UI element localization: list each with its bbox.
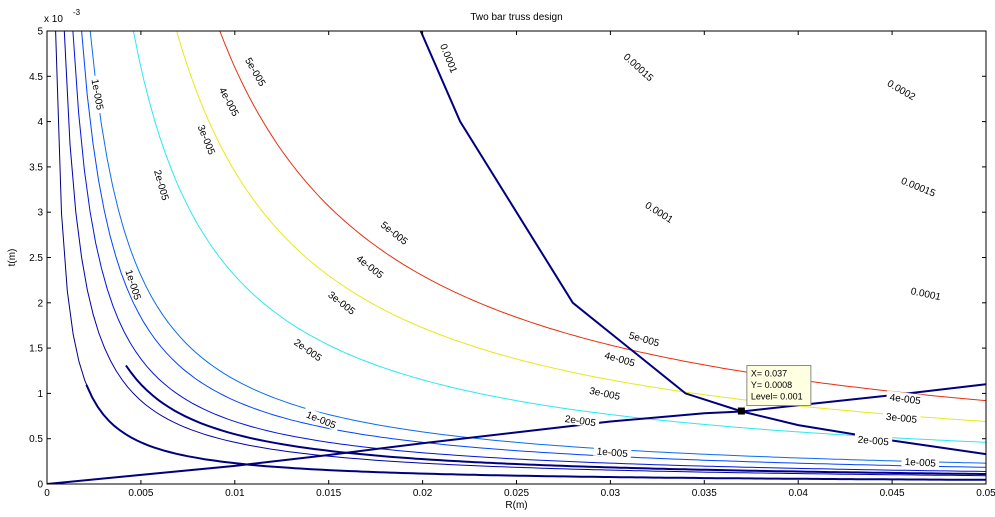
contour-label-background <box>194 120 220 160</box>
contour-label-group: 2e-005 <box>561 412 600 429</box>
x-tick-label: 0.005 <box>128 488 153 499</box>
constraint-curve-stress <box>125 364 986 475</box>
y-tick-label: 2.5 <box>29 253 43 264</box>
y-exponent-base: x 10 <box>44 14 63 25</box>
data-tip-line: Y= 0.0008 <box>751 380 792 390</box>
constraint-curve-steep <box>419 31 986 456</box>
contour-labels: 1e-0051e-0051e-0051e-0051e-0052e-0052e-0… <box>89 38 946 470</box>
constraint-curves <box>47 31 986 484</box>
contour-label-background <box>585 383 625 403</box>
y-tick-label: 0 <box>37 480 43 491</box>
data-tip-marker[interactable] <box>737 407 745 415</box>
contour-label-background <box>882 409 921 425</box>
contour-label-background <box>151 165 173 205</box>
contour-label-background <box>901 455 940 469</box>
y-tick-label: 1.5 <box>29 344 43 355</box>
x-tick-label: 0.01 <box>225 488 245 499</box>
contour-label-background <box>640 197 679 227</box>
contour-label-background <box>600 348 640 369</box>
contour-line-0.0002 <box>219 31 986 402</box>
contour-label-group: 4e-005 <box>885 390 925 407</box>
contour-label-background <box>122 264 145 305</box>
contour-line-5e-005 <box>89 31 986 464</box>
contour-label: 1e-005 <box>89 78 105 111</box>
chart-title: Two bar truss design <box>470 12 562 23</box>
contour-lines <box>55 31 986 481</box>
constraint-curve-rising <box>47 383 986 484</box>
contour-line-2e-005 <box>63 31 986 477</box>
x-tick-label: 0 <box>44 488 50 499</box>
y-tick-label: 3 <box>37 208 43 219</box>
x-axis-title: R(m) <box>505 500 527 511</box>
contour-label-background <box>885 390 925 407</box>
x-tick-label: 0.025 <box>504 488 529 499</box>
y-axis-title: t(m) <box>7 249 18 267</box>
contour-line-3e-005 <box>72 31 986 472</box>
y-tick-label: 2 <box>37 298 43 309</box>
y-tick-label: 3.5 <box>29 162 43 173</box>
x-tick-label: 0.03 <box>601 488 621 499</box>
contour-label-background <box>593 444 632 459</box>
contour-label-background <box>89 74 107 114</box>
contour-label-group: 1e-005 <box>89 74 107 114</box>
contour-line-4e-005 <box>81 31 986 468</box>
data-tip-line: Level= 0.001 <box>751 392 803 402</box>
contour-label-background <box>437 38 462 78</box>
x-tick-label: 0.035 <box>692 488 717 499</box>
x-tick-label: 0.015 <box>316 488 341 499</box>
y-tick-label: 5 <box>37 27 43 38</box>
contour-label: 2e-005 <box>857 435 889 449</box>
contour-label-background <box>323 286 361 319</box>
data-tip-line: X= 0.037 <box>751 369 787 379</box>
y-exponent-power: -3 <box>73 8 81 17</box>
contour-label: 4e-005 <box>889 392 922 407</box>
contour-label: 1e-005 <box>596 446 628 460</box>
axis-ticks: 0 0.005 0.01 0.015 0.02 0.025 0.03 0.035 0.04 0.0… <box>29 27 995 500</box>
contour-label-group: 1e-005 <box>593 444 632 460</box>
contour-label-background <box>289 334 327 365</box>
contour-label-background <box>882 75 921 104</box>
constraint-curve-buckling <box>85 384 986 481</box>
contour-label-background <box>854 432 893 448</box>
x-tick-label: 0.02 <box>413 488 433 499</box>
contour-label-background <box>624 328 664 349</box>
contour-label-background <box>241 52 271 91</box>
x-tick-label: 0.04 <box>788 488 808 499</box>
contour-label: 2e-005 <box>564 414 597 429</box>
contour-label-group: 1e-005 <box>901 455 940 470</box>
contour-label-background <box>376 216 413 249</box>
contour-line-0.0001 <box>132 31 986 443</box>
contour-label-background <box>215 82 244 121</box>
x-tick-label: 0.05 <box>976 488 995 499</box>
plot-background <box>47 31 986 484</box>
contour-label-background <box>619 48 659 86</box>
contour-label-background <box>906 283 946 303</box>
contour-label-group: 3e-005 <box>882 409 921 426</box>
contour-line-0.00015 <box>176 31 986 422</box>
contour-label-background <box>352 250 389 283</box>
data-tip-box <box>746 365 812 407</box>
y-tick-label: 1 <box>37 389 43 400</box>
y-tick-label: 4.5 <box>29 72 43 83</box>
contour-label: 1e-005 <box>904 457 936 470</box>
contour-label-group: 2e-005 <box>854 432 893 449</box>
y-tick-label: 0.5 <box>29 434 43 445</box>
contour-label-background <box>301 407 341 432</box>
contour-label-background <box>896 173 941 200</box>
y-tick-label: 4 <box>37 117 43 128</box>
x-tick-label: 0.045 <box>880 488 905 499</box>
contour-label: 3e-005 <box>885 412 918 426</box>
contour-label-background <box>561 412 600 429</box>
